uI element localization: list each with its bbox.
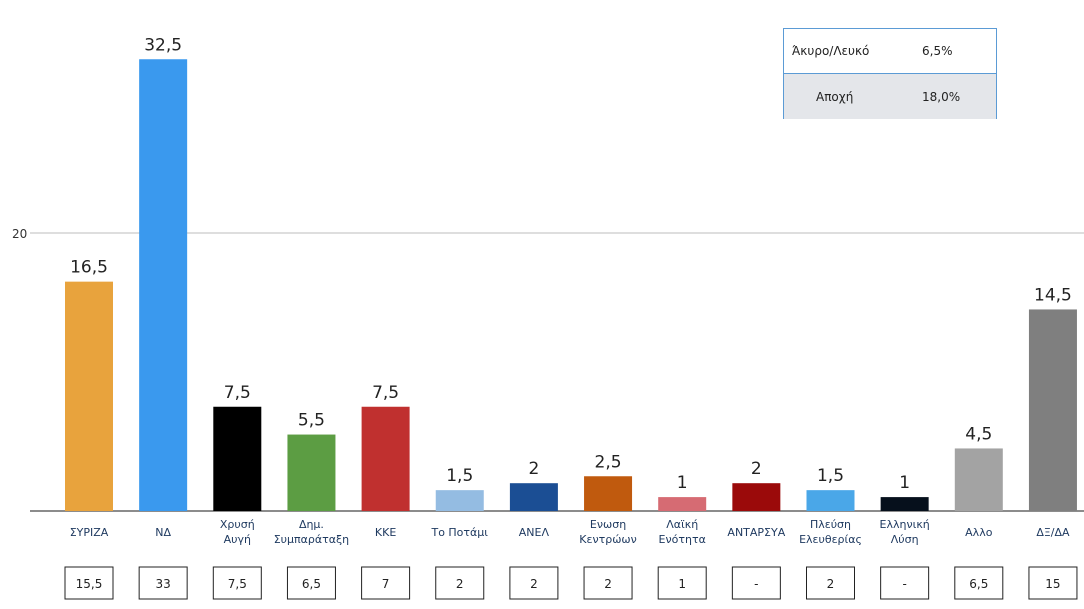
bar — [65, 281, 113, 511]
secondary-value: 2 — [827, 577, 835, 591]
x-tick-label: ΣΥΡΙΖΑ — [70, 526, 109, 539]
data-label: 32,5 — [144, 35, 182, 55]
data-label: 14,5 — [1034, 285, 1072, 305]
bar — [509, 483, 558, 511]
legend-label: Άκυρο/Λευκό — [792, 44, 870, 58]
bar — [139, 59, 188, 511]
bar — [435, 490, 484, 511]
secondary-value-box — [138, 566, 188, 600]
data-label: 1,5 — [817, 466, 844, 486]
x-tick-label: ΚΚΕ — [375, 526, 396, 539]
bar — [1028, 309, 1077, 511]
secondary-value-box — [583, 566, 633, 600]
data-label: 5,5 — [298, 411, 325, 431]
bar — [806, 490, 855, 511]
secondary-value-box — [64, 566, 114, 600]
data-label: 2 — [528, 459, 539, 479]
bar — [213, 406, 262, 511]
secondary-value: 15,5 — [76, 577, 103, 591]
data-label: 1 — [899, 473, 910, 493]
secondary-value: 7 — [382, 577, 390, 591]
secondary-value: - — [902, 577, 906, 591]
secondary-value-box — [657, 566, 707, 600]
x-tick-label: Ενότητα — [659, 533, 706, 546]
secondary-value-box — [361, 566, 411, 600]
secondary-value: 7,5 — [228, 577, 247, 591]
data-label: 16,5 — [70, 258, 108, 278]
bar — [287, 434, 336, 511]
x-tick-label: Ελληνική — [880, 518, 930, 531]
x-tick-label: Ενωση — [590, 518, 626, 531]
data-label: 2,5 — [595, 452, 622, 472]
data-label: 7,5 — [372, 383, 399, 403]
secondary-value: 6,5 — [302, 577, 321, 591]
secondary-value: 33 — [156, 577, 171, 591]
x-tick-label: ΑΝΕΛ — [519, 526, 550, 539]
legend-label: Αποχή — [816, 89, 854, 104]
secondary-value-box — [954, 566, 1004, 600]
secondary-value: 6,5 — [969, 577, 988, 591]
data-label: 7,5 — [224, 383, 251, 403]
x-tick-label: ΑΝΤΑΡΣΥΑ — [727, 526, 785, 539]
secondary-value-box — [1028, 566, 1078, 600]
x-tick-label: Κεντρώων — [579, 533, 636, 546]
x-tick-label: Δημ. — [299, 518, 324, 531]
x-tick-label: Ελευθερίας — [799, 533, 862, 546]
legend-value: 18,0% — [922, 89, 961, 104]
x-tick-label: Συμπαράταξη — [274, 533, 349, 546]
legend-row-abstention: Αποχή 18,0% — [784, 74, 996, 119]
secondary-value-box — [435, 566, 485, 600]
secondary-value-box — [806, 566, 855, 600]
bar — [361, 406, 410, 511]
secondary-value-box — [509, 566, 559, 600]
data-label: 2 — [751, 459, 762, 479]
legend-value: 6,5% — [922, 44, 953, 58]
x-tick-label: Λαϊκή — [666, 518, 698, 531]
legend-row-invalid: Άκυρο/Λευκό 6,5% — [784, 29, 996, 74]
x-tick-label: ΔΞ/ΔΑ — [1036, 526, 1070, 539]
x-tick-label: Αυγή — [224, 533, 251, 546]
secondary-value: 1 — [678, 577, 686, 591]
data-label: 4,5 — [965, 424, 992, 444]
y-tick-label: 20 — [12, 227, 27, 241]
bar — [584, 476, 633, 511]
secondary-value: 15 — [1045, 577, 1060, 591]
secondary-value-box — [212, 566, 262, 600]
secondary-value-box — [286, 566, 336, 600]
data-label: 1 — [677, 473, 688, 493]
x-tick-label: Αλλο — [965, 526, 993, 539]
bar — [732, 483, 781, 511]
abstention-table: Άκυρο/Λευκό 6,5% Αποχή 18,0% — [783, 28, 997, 119]
secondary-value-box — [731, 566, 781, 600]
x-tick-label: ΝΔ — [155, 526, 171, 539]
bar — [954, 448, 1003, 511]
x-tick-label: Χρυσή — [220, 518, 255, 531]
secondary-value-box — [880, 566, 930, 600]
secondary-value: 2 — [530, 577, 538, 591]
bar — [880, 497, 929, 511]
x-tick-label: Πλεύση — [810, 518, 851, 531]
data-label: 1,5 — [446, 466, 473, 486]
x-tick-label: Λύση — [891, 533, 919, 546]
x-tick-label: Το Ποτάμι — [430, 526, 488, 539]
secondary-value: 2 — [604, 577, 612, 591]
secondary-value: 2 — [456, 577, 464, 591]
bar — [658, 497, 707, 511]
secondary-value: - — [754, 577, 758, 591]
